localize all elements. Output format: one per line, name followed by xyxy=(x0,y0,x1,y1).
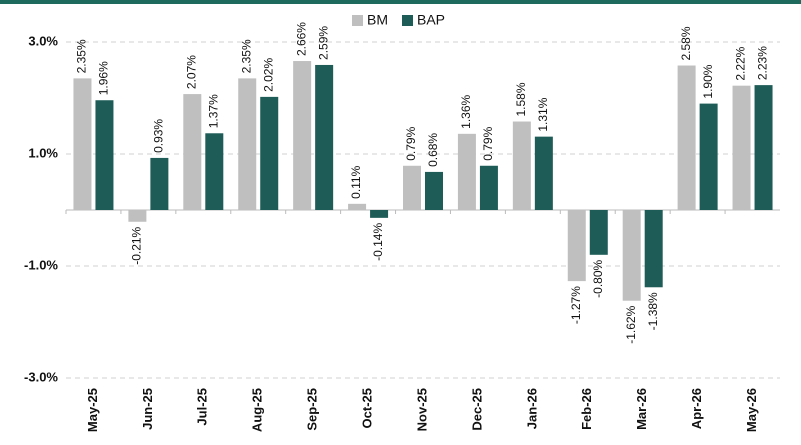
bar xyxy=(205,133,224,210)
bar xyxy=(644,210,663,288)
x-tick-label: Mar-26 xyxy=(634,388,649,430)
bar xyxy=(403,165,421,210)
bar xyxy=(534,136,553,210)
legend-swatch xyxy=(352,15,363,26)
bar xyxy=(315,64,334,211)
x-tick-label: Dec-25 xyxy=(469,388,484,431)
value-label: 1.36% xyxy=(459,94,473,128)
legend-swatch xyxy=(402,15,413,26)
bar xyxy=(183,94,202,210)
value-label: 2.02% xyxy=(261,58,275,92)
bar xyxy=(754,85,773,210)
legend-label: BAP xyxy=(417,12,445,28)
x-tick-label: Jan-26 xyxy=(524,388,539,429)
x-tick-label: May-26 xyxy=(744,388,759,432)
bar xyxy=(677,65,696,211)
bar xyxy=(238,78,257,211)
x-tick-label: Jul-25 xyxy=(195,388,210,426)
value-label: 1.90% xyxy=(701,64,715,98)
bar xyxy=(589,210,608,255)
x-tick-label: Feb-26 xyxy=(579,388,594,430)
value-label: 1.31% xyxy=(536,97,550,131)
value-label: 2.59% xyxy=(316,26,330,60)
value-label: 1.37% xyxy=(206,94,220,128)
y-tick-label: -1.0% xyxy=(24,257,58,272)
legend-label: BM xyxy=(367,12,388,28)
bar xyxy=(128,210,147,222)
value-label: -1.38% xyxy=(646,292,660,330)
bar xyxy=(293,61,312,210)
value-label: 0.11% xyxy=(349,165,363,198)
bar xyxy=(479,165,498,210)
x-tick-label: Jun-25 xyxy=(140,388,155,430)
y-tick-label: -3.0% xyxy=(24,369,58,384)
value-label: 0.93% xyxy=(152,119,166,153)
value-label: 2.23% xyxy=(756,46,770,80)
value-label: 0.79% xyxy=(404,126,418,160)
x-tick-label: May-25 xyxy=(85,388,100,432)
bar xyxy=(370,210,389,218)
value-label: 0.68% xyxy=(426,133,440,167)
bar xyxy=(699,103,718,210)
bar xyxy=(348,203,367,210)
y-tick-label: 3.0% xyxy=(28,33,58,48)
value-label: 2.07% xyxy=(184,55,198,89)
value-label: -0.21% xyxy=(130,226,144,264)
top-band xyxy=(0,0,801,4)
bar xyxy=(95,100,114,210)
value-label: 1.96% xyxy=(97,61,111,95)
x-tick-label: Sep-25 xyxy=(305,388,320,431)
bar xyxy=(425,171,443,210)
bar xyxy=(512,121,531,210)
value-label: -1.62% xyxy=(624,305,638,343)
x-tick-label: Oct-25 xyxy=(360,388,375,428)
bar xyxy=(73,78,92,211)
bar xyxy=(150,157,169,210)
x-tick-label: Apr-26 xyxy=(689,388,704,429)
value-label: 1.58% xyxy=(514,82,528,116)
x-tick-label: Nov-25 xyxy=(414,388,429,431)
value-label: 2.35% xyxy=(75,39,89,73)
value-label: 2.35% xyxy=(239,39,253,73)
bar xyxy=(622,210,641,301)
bar xyxy=(260,96,279,210)
value-label: 2.58% xyxy=(679,26,693,60)
bar xyxy=(732,85,751,210)
bar xyxy=(457,133,476,210)
value-label: -0.14% xyxy=(371,223,385,261)
bar xyxy=(567,210,586,282)
value-label: 0.79% xyxy=(481,126,495,160)
y-tick-label: 1.0% xyxy=(28,145,58,160)
value-label: 2.66% xyxy=(294,22,308,56)
value-label: -0.80% xyxy=(591,259,605,297)
value-label: -1.27% xyxy=(569,286,583,324)
x-tick-label: Aug-25 xyxy=(250,388,265,432)
value-label: 2.22% xyxy=(734,46,748,80)
